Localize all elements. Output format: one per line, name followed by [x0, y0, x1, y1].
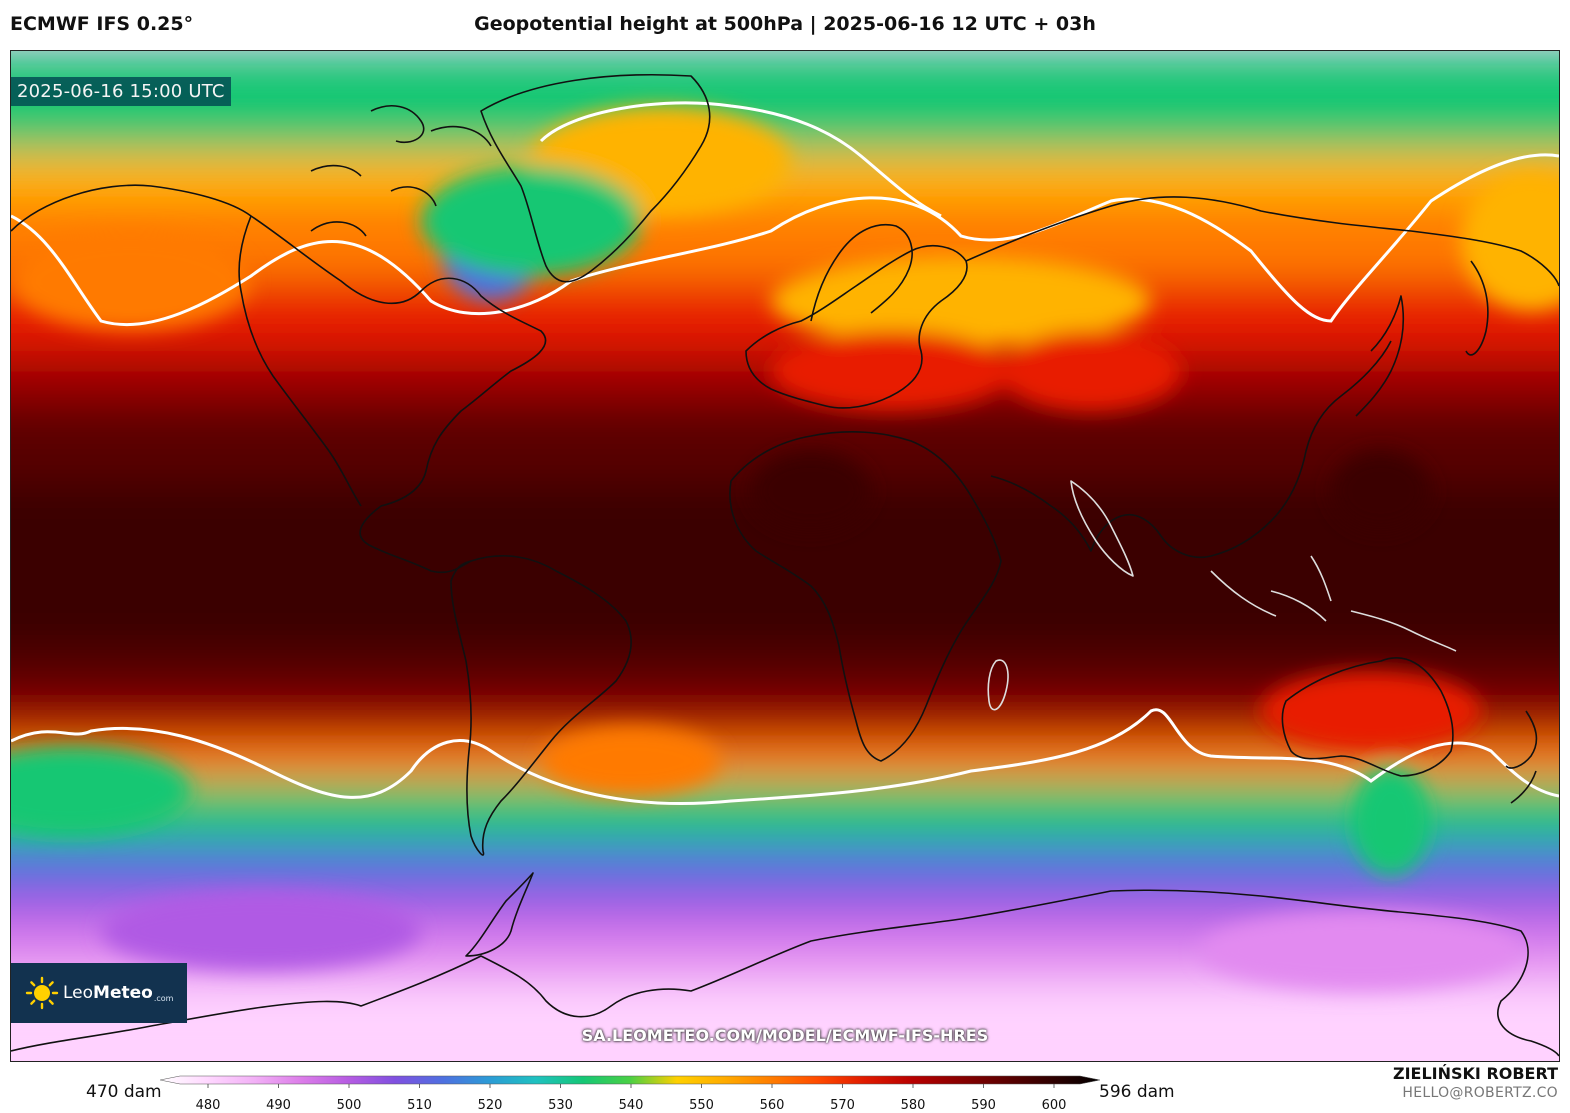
field-atlantic-trough	[541, 726, 721, 796]
logo-wordmark: LeoMeteo.com	[63, 983, 173, 1003]
colorbar-tick-label: 490	[266, 1098, 291, 1113]
sun-icon	[25, 976, 59, 1010]
field-pacific-ridge	[1461, 171, 1559, 311]
asia-outline	[965, 196, 1559, 558]
field-band-10	[11, 741, 1559, 783]
valid-time-label: 2025-06-16 15:00 UTC	[11, 77, 231, 106]
colorbar-gradient	[160, 1075, 1100, 1085]
colorbar-tick-label: 570	[830, 1098, 855, 1113]
new-zealand-outline	[1505, 710, 1538, 804]
contour-552-south	[11, 708, 1559, 806]
india-outline	[1070, 480, 1134, 577]
scandinavia-outline	[810, 224, 913, 322]
field-band-15	[11, 981, 1559, 1061]
leometeo-logo[interactable]: LeoMeteo.com	[11, 963, 187, 1023]
source-url-watermark: SA.LEOMETEO.COM/MODEL/ECMWF-IFS-HRES	[581, 1026, 989, 1045]
antarctica-peninsula-outline	[465, 872, 534, 957]
colorbar-tick-label: 590	[971, 1098, 996, 1113]
colorbar-ticks: 480 490 500 510 520 530 540 550 560 570 580 590 600	[196, 1084, 1067, 1113]
field-tasman-trough	[1351, 766, 1431, 876]
field-pacific-high	[1331, 451, 1431, 531]
map-panel[interactable]: 2025-06-16 15:00 UTC LeoMeteo.com SA.LEO…	[10, 50, 1560, 1062]
japan-outline	[1355, 295, 1405, 417]
maritime-se-asia	[1210, 555, 1457, 652]
colorbar-min-label: 470 dam	[86, 1082, 162, 1102]
colorbar-max-label: 596 dam	[1099, 1082, 1175, 1102]
logo-suffix: .com	[153, 994, 174, 1003]
colorbar-tick-label: 600	[1042, 1098, 1067, 1113]
field-band-11	[11, 781, 1559, 843]
colorbar-tick-label: 480	[196, 1098, 221, 1113]
north-america-outline	[11, 184, 547, 574]
south-america-outline	[450, 555, 632, 856]
greenland-outline	[480, 74, 711, 283]
madagascar-outline	[987, 659, 1009, 711]
field-se-pacific-trough	[11, 746, 191, 836]
field-central-asia-heat	[1001, 331, 1181, 411]
geopotential-field	[11, 51, 1559, 1061]
logo-name-part2: Meteo	[93, 983, 153, 1003]
australia-outline	[1281, 657, 1454, 777]
contour-552-greenland-ridge	[539, 101, 942, 218]
colorbar-tick-label: 530	[548, 1098, 573, 1113]
field-australia-ridge	[1261, 671, 1481, 751]
colorbar: 480 490 500 510 520 530 540 550 560 570 580 590 600	[160, 1075, 1100, 1113]
colorbar-tick-label: 580	[901, 1098, 926, 1113]
contour-552-north	[11, 153, 1559, 327]
chart-title: Geopotential height at 500hPa | 2025-06-…	[474, 13, 1096, 35]
colorbar-tick-label: 500	[337, 1098, 362, 1113]
author-name: ZIELIŃSKI ROBERT	[1392, 1064, 1558, 1083]
field-south-pacific-low	[101, 891, 421, 971]
field-band-3	[11, 201, 1559, 283]
field-arctic-trough	[421, 166, 641, 276]
field-sahara-high	[751, 451, 871, 531]
antarctica-coastline	[11, 889, 1559, 1057]
coastlines	[11, 74, 1559, 1057]
colorbar-tick-label: 520	[478, 1098, 503, 1113]
field-bands	[11, 51, 1559, 1061]
field-alaska-ridge	[11, 231, 251, 331]
field-features	[11, 106, 1559, 991]
europe-outline	[745, 245, 968, 409]
field-antarctic-low	[1201, 911, 1521, 991]
model-name: ECMWF IFS 0.25°	[10, 13, 194, 35]
field-band-12	[11, 841, 1559, 893]
author-contact: HELLO@ROBERTZ.CO	[1402, 1085, 1558, 1101]
colorbar-tick-label: 540	[619, 1098, 644, 1113]
field-europe-heat	[771, 331, 1011, 411]
canadian-arctic-archipelago	[310, 105, 492, 237]
africa-outline	[729, 431, 1002, 762]
logo-name-part1: Leo	[63, 983, 94, 1003]
colorbar-tick-label: 550	[689, 1098, 714, 1113]
kamchatka-outline	[1465, 260, 1489, 356]
north-america-west-coast	[238, 215, 362, 507]
field-band-0	[11, 51, 1559, 113]
colorbar-tick-label: 560	[760, 1098, 785, 1113]
colorbar-tick-label: 510	[407, 1098, 432, 1113]
